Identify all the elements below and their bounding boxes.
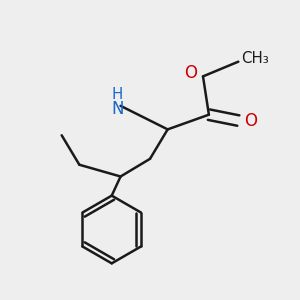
Text: N: N	[111, 100, 124, 118]
Text: O: O	[184, 64, 197, 82]
Text: CH₃: CH₃	[241, 51, 269, 66]
Text: O: O	[244, 112, 257, 130]
Text: H: H	[112, 87, 123, 102]
